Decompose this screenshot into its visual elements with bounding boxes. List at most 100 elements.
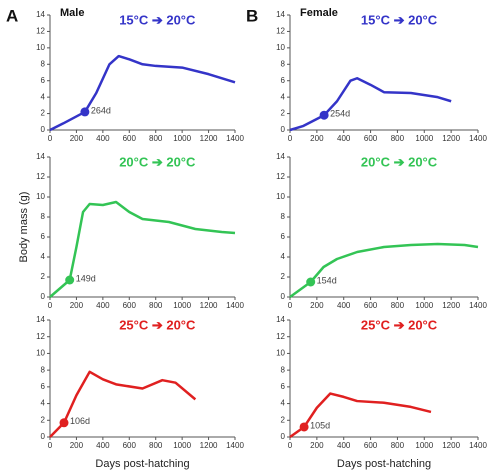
x-tick-label: 1000 (173, 441, 191, 450)
x-axis-label: Days post-hatching (337, 458, 431, 470)
data-line (49, 370, 197, 438)
x-tick-label: 600 (364, 301, 378, 310)
y-tick-label: 12 (36, 332, 45, 341)
x-tick-label: 1200 (442, 301, 460, 310)
x-tick-label: 200 (70, 134, 84, 143)
y-tick-label: 8 (41, 212, 46, 221)
y-tick-label: 8 (281, 212, 286, 221)
onset-marker (319, 110, 329, 120)
y-tick-label: 14 (276, 10, 285, 19)
x-tick-label: 1000 (415, 134, 433, 143)
y-tick-label: 10 (36, 43, 45, 52)
x-tick-label: 800 (149, 441, 163, 450)
x-tick-label: 0 (48, 441, 53, 450)
x-tick-label: 800 (391, 441, 405, 450)
y-tick-label: 6 (41, 76, 46, 85)
y-tick-label: 6 (281, 382, 286, 391)
onset-label: 105d (310, 420, 330, 430)
x-tick-label: 0 (48, 301, 53, 310)
y-tick-label: 4 (41, 399, 46, 408)
data-line (289, 77, 452, 132)
onset-label: 264d (91, 105, 111, 115)
y-tick-label: 0 (41, 432, 46, 441)
y-tick-label: 12 (276, 27, 285, 36)
x-tick-label: 600 (123, 301, 137, 310)
y-tick-label: 2 (41, 272, 46, 281)
x-tick-label: 400 (337, 134, 351, 143)
y-tick-label: 12 (276, 332, 285, 341)
x-tick-label: 1400 (469, 301, 487, 310)
panel-letter: A (6, 6, 18, 25)
x-tick-label: 1400 (226, 441, 244, 450)
x-tick-label: 600 (364, 441, 378, 450)
x-tick-label: 200 (310, 134, 324, 143)
y-axis-label: Body mass (g) (18, 192, 30, 263)
panel-title: 15°C ➔ 20°C (361, 12, 438, 27)
onset-marker (65, 275, 75, 285)
data-line (49, 200, 236, 298)
y-tick-label: 14 (36, 10, 45, 19)
y-tick-label: 4 (41, 92, 46, 101)
onset-marker (80, 107, 90, 117)
y-tick-label: 10 (276, 349, 285, 358)
y-tick-label: 12 (276, 172, 285, 181)
x-tick-label: 200 (70, 441, 84, 450)
x-tick-label: 800 (149, 301, 163, 310)
data-line (289, 392, 432, 439)
x-tick-label: 1200 (442, 441, 460, 450)
x-tick-label: 1200 (442, 134, 460, 143)
y-tick-label: 14 (36, 315, 45, 324)
panel-title: 25°C ➔ 20°C (119, 317, 196, 332)
x-axis-label: Days post-hatching (95, 458, 189, 470)
x-tick-label: 1000 (173, 134, 191, 143)
y-tick-label: 10 (276, 192, 285, 201)
onset-label: 106d (70, 416, 90, 426)
panel-title: 20°C ➔ 20°C (119, 154, 196, 169)
y-tick-label: 0 (41, 125, 46, 134)
x-tick-label: 0 (288, 134, 293, 143)
x-tick-label: 1000 (415, 301, 433, 310)
data-line (49, 54, 236, 132)
x-tick-label: 200 (310, 301, 324, 310)
y-tick-label: 4 (41, 252, 46, 261)
x-tick-label: 0 (288, 441, 293, 450)
x-tick-label: 600 (123, 134, 137, 143)
onset-label: 154d (317, 275, 337, 285)
onset-marker (299, 422, 309, 432)
panel-letter: B (246, 6, 258, 25)
x-tick-label: 200 (310, 441, 324, 450)
y-tick-label: 6 (41, 382, 46, 391)
panel-title: 20°C ➔ 20°C (361, 154, 438, 169)
y-tick-label: 2 (281, 272, 286, 281)
y-tick-label: 14 (276, 152, 285, 161)
panel-title: 15°C ➔ 20°C (119, 12, 196, 27)
y-tick-label: 2 (281, 109, 286, 118)
y-tick-label: 8 (281, 365, 286, 374)
x-tick-label: 400 (96, 301, 110, 310)
y-tick-label: 10 (276, 43, 285, 52)
x-tick-label: 800 (391, 301, 405, 310)
x-tick-label: 200 (70, 301, 84, 310)
panel-title: 25°C ➔ 20°C (361, 317, 438, 332)
x-tick-label: 1200 (200, 134, 218, 143)
x-tick-label: 1000 (173, 301, 191, 310)
y-tick-label: 0 (281, 292, 286, 301)
y-tick-label: 6 (41, 232, 46, 241)
x-tick-label: 1200 (200, 301, 218, 310)
x-tick-label: 600 (123, 441, 137, 450)
panel-subtitle: Female (300, 7, 338, 19)
x-tick-label: 400 (96, 134, 110, 143)
x-tick-label: 1200 (200, 441, 218, 450)
x-tick-label: 1400 (226, 301, 244, 310)
y-tick-label: 2 (281, 415, 286, 424)
onset-marker (59, 418, 69, 428)
x-tick-label: 0 (48, 134, 53, 143)
y-tick-label: 14 (36, 152, 45, 161)
x-tick-label: 400 (96, 441, 110, 450)
onset-label: 149d (76, 273, 96, 283)
y-tick-label: 2 (41, 109, 46, 118)
y-tick-label: 4 (281, 399, 286, 408)
y-tick-label: 12 (36, 27, 45, 36)
x-tick-label: 1400 (226, 134, 244, 143)
x-tick-label: 600 (364, 134, 378, 143)
